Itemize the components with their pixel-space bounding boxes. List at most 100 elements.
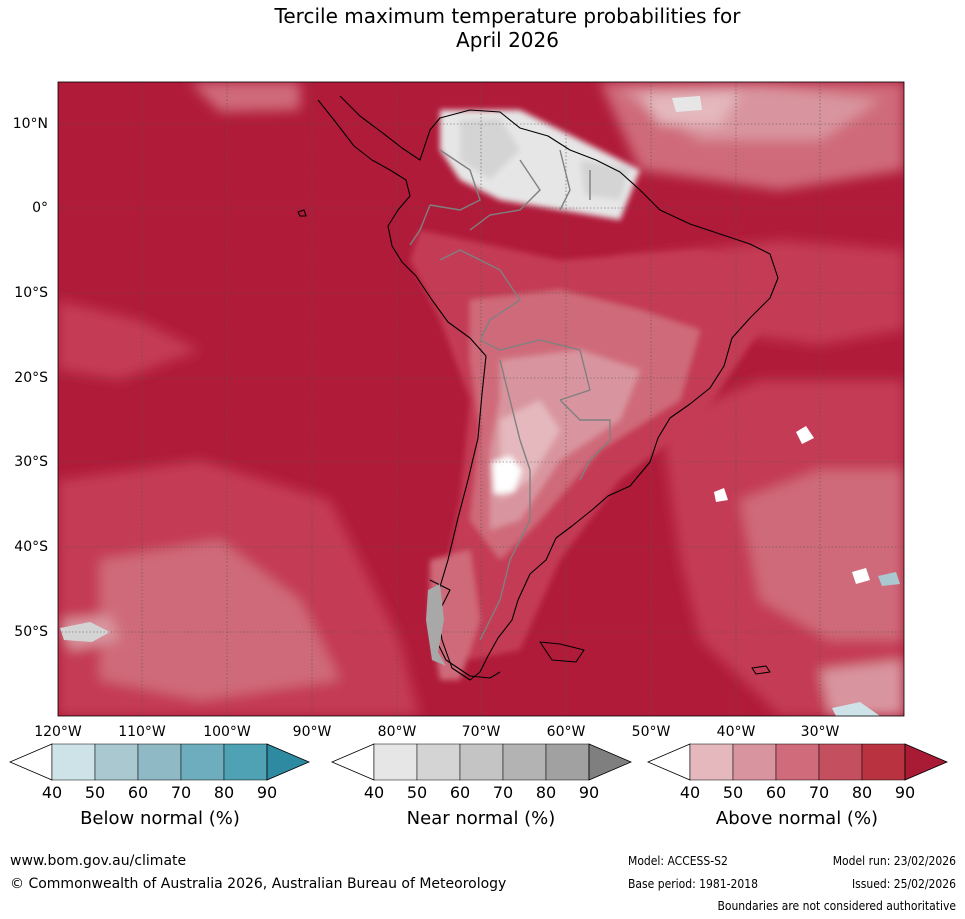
border-colombia-ecuador: [409, 204, 431, 246]
white-patch-atlantic-3: [714, 488, 728, 502]
isolated-patches: [60, 96, 900, 716]
atlantic-south-inner: [740, 470, 904, 640]
below-tick-70: 70: [170, 783, 192, 802]
near-tick-90: 90: [578, 783, 600, 802]
lat-label-10s: 10°S: [14, 285, 48, 301]
land-inner: [490, 350, 640, 530]
map-title: Tercile maximum temperature probabilitie…: [0, 4, 965, 52]
near-segment-3: [459, 743, 504, 781]
lon-label-60w: 60°W: [546, 724, 586, 740]
below-tick-90: 90: [256, 783, 278, 802]
pacific-south-inner: [100, 540, 340, 700]
border-guyana: [559, 149, 571, 211]
patagonia-band: [430, 550, 480, 680]
lon-label-90w: 90°W: [292, 724, 332, 740]
falkland-islands: [539, 641, 585, 663]
below-segment-2: [94, 743, 139, 781]
above-tick-80: 80: [851, 783, 873, 802]
country-borders: [409, 149, 611, 641]
lat-label-50s: 50°S: [14, 624, 48, 640]
model-run-date: Model run: 23/02/2026: [832, 854, 956, 868]
above-lower-extend: [646, 743, 691, 781]
above-segment-4: [818, 743, 863, 781]
near-tick-60: 60: [449, 783, 471, 802]
border-uruguay: [579, 439, 611, 481]
border-peru-brazil: [439, 249, 521, 341]
title-line-1: Tercile maximum temperature probabilitie…: [274, 4, 741, 28]
below-tick-60: 60: [127, 783, 149, 802]
probability-field: [58, 82, 904, 716]
lon-label-50w: 50°W: [631, 724, 671, 740]
below-tick-40: 40: [41, 783, 63, 802]
lat-label-40s: 40°S: [14, 539, 48, 555]
base-period: Base period: 1981-2018: [628, 877, 759, 891]
lon-label-40w: 40°W: [716, 724, 756, 740]
below-lower-extend: [8, 743, 53, 781]
lat-label-30s: 30°S: [14, 454, 48, 470]
blue-patch-south: [832, 702, 880, 716]
issued-date: Issued: 25/02/2026: [851, 877, 956, 891]
pacific-north-edge: [190, 82, 300, 112]
lon-label-120w: 120°W: [34, 724, 82, 740]
south-atlantic-corner: [820, 660, 904, 716]
near-segment-4: [502, 743, 547, 781]
south-georgia: [751, 665, 771, 675]
border-paraguay: [559, 399, 611, 440]
land-white-patch: [492, 456, 522, 494]
lon-label-80w: 80°W: [377, 724, 417, 740]
near-tick-50: 50: [406, 783, 428, 802]
below-segment-5: [223, 743, 268, 781]
south-america-coast: [317, 95, 779, 681]
lon-label-30w: 30°W: [800, 724, 840, 740]
chile-fjords: [429, 579, 501, 679]
galapagos: [297, 209, 307, 217]
above-upper-extend: [904, 743, 949, 781]
above-normal-title: Above normal (%): [715, 808, 879, 829]
below-normal-title: Below normal (%): [80, 808, 240, 829]
near-segment-1: [373, 743, 418, 781]
border-chile-bolivia: [499, 359, 531, 471]
blue-patch-atlantic: [878, 572, 900, 586]
below-normal-colorbar: [8, 743, 311, 781]
above-tick-60: 60: [765, 783, 787, 802]
below-upper-extend: [266, 743, 311, 781]
border-argentina-chile: [479, 470, 531, 641]
border-venezuela-brazil: [469, 159, 541, 231]
near-tick-80: 80: [535, 783, 557, 802]
grey-patch-caribbean: [672, 96, 702, 112]
near-segment-2: [416, 743, 461, 781]
guiana-near-core: [580, 160, 630, 200]
north-near-core: [460, 118, 520, 180]
map-frame: [57, 81, 905, 717]
boundaries-disclaimer: Boundaries are not considered authoritat…: [717, 899, 956, 913]
near-upper-extend: [588, 743, 633, 781]
lon-label-70w: 70°W: [461, 724, 501, 740]
below-segment-3: [137, 743, 182, 781]
below-segment-1: [51, 743, 96, 781]
lon-label-100w: 100°W: [203, 724, 251, 740]
website-link[interactable]: www.bom.gov.au/climate: [10, 853, 187, 869]
above-segment-1: [689, 743, 734, 781]
above-segment-3: [775, 743, 820, 781]
above-tick-70: 70: [808, 783, 830, 802]
border-colombia-venezuela: [429, 149, 481, 211]
above-normal-colorbar: [646, 743, 949, 781]
above-tick-40: 40: [679, 783, 701, 802]
coastlines: [297, 95, 779, 681]
border-bolivia: [479, 339, 591, 401]
land-probability-patches: [410, 110, 770, 680]
near-lower-extend: [330, 743, 375, 781]
pacific-mid-patch: [58, 300, 200, 380]
lat-label-20s: 20°S: [14, 370, 48, 386]
near-normal-title: Near normal (%): [406, 808, 556, 829]
white-patch-atlantic-2: [796, 426, 814, 444]
chile-islands: [426, 584, 446, 666]
near-normal-colorbar: [330, 743, 633, 781]
above-tick-90: 90: [894, 783, 916, 802]
near-tick-40: 40: [363, 783, 385, 802]
white-patch-atlantic: [852, 568, 870, 584]
model-name: Model: ACCESS-S2: [628, 854, 728, 868]
graticule: [58, 82, 904, 716]
below-tick-80: 80: [213, 783, 235, 802]
